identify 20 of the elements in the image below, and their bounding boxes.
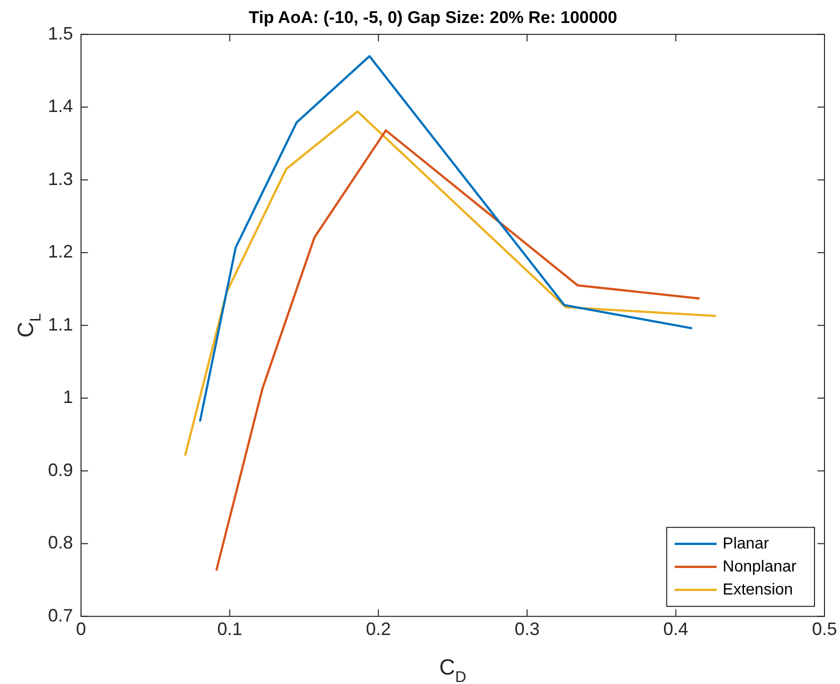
y-tick-label: 1.2 [48,242,74,262]
legend-label: Nonplanar [722,558,798,576]
x-tick-label: 0 [76,619,86,640]
legend-label: Planar [722,535,770,552]
y-axis-title: CL [13,312,45,338]
legend-label: Extension [722,581,793,598]
y-tick-label: 1.5 [48,23,74,44]
chart-title: Tip AoA: (-10, -5, 0) Gap Size: 20% Re: 100000 [248,8,618,27]
y-tick-label: 0.8 [48,532,74,553]
y-tick-label: 1.4 [48,96,74,116]
x-tick-label: 0.4 [663,619,688,640]
y-tick-label: 0.7 [48,605,74,626]
x-tick-label: 0.5 [812,619,838,640]
x-tick-label: 0.3 [514,619,540,640]
y-tick-label: 0.9 [48,460,74,480]
y-tick-label: 1 [63,387,74,408]
y-tick-label: 1.3 [48,168,74,189]
x-tick-label: 0.2 [366,619,391,640]
x-tick-label: 0.1 [217,619,242,640]
y-tick-label: 1.1 [48,314,74,334]
